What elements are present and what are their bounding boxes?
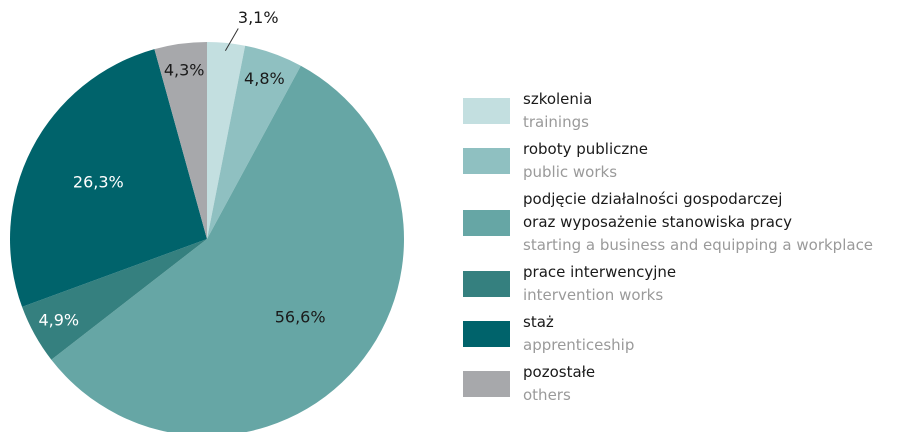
legend-label-en: starting a business and equipping a work… — [523, 236, 874, 254]
legend-text: podjęcie działalności gospodarczej oraz … — [523, 188, 873, 257]
pie-slice — [154, 42, 207, 239]
legend-swatch — [463, 209, 510, 236]
pie-area: 3,1% 4,8% 56,6% 4,9% 26,3% 4,3% — [10, 8, 404, 432]
legend-swatch — [463, 321, 510, 347]
legend-label-en: apprenticeship — [523, 336, 635, 354]
data-label: 4,8% — [244, 69, 285, 88]
legend-label: roboty publiczne — [523, 140, 648, 158]
legend-text: roboty publiczne public works — [523, 138, 648, 184]
legend-text: szkolenia trainings — [523, 88, 592, 134]
legend-label: szkolenia — [523, 90, 593, 108]
legend-item: roboty publiczne public works — [463, 138, 873, 184]
legend-swatch — [463, 371, 510, 397]
legend-label-en: others — [523, 386, 571, 404]
data-label: 4,9% — [38, 311, 79, 330]
legend-item: podjęcie działalności gospodarczej oraz … — [463, 188, 873, 257]
legend-swatch — [463, 271, 510, 297]
legend-label-en: intervention works — [523, 286, 664, 304]
legend-label: podjęcie działalności gospodarczej oraz … — [523, 190, 793, 231]
legend-item: prace interwencyjne intervention works — [463, 261, 873, 307]
data-label: 26,3% — [73, 173, 124, 192]
data-label: 3,1% — [238, 8, 279, 27]
legend-label-en: trainings — [523, 113, 589, 131]
legend-swatch — [463, 98, 510, 124]
legend-text: prace interwencyjne intervention works — [523, 261, 676, 307]
legend: szkolenia trainings roboty publiczne public… — [463, 88, 873, 407]
data-label: 4,3% — [164, 61, 205, 80]
pie-slice — [10, 49, 208, 307]
legend-text: pozostałe others — [523, 361, 595, 407]
pie-slice — [51, 65, 404, 432]
legend-label-en: public works — [523, 163, 618, 181]
legend-label: staż — [523, 313, 554, 331]
legend-label: prace interwencyjne — [523, 263, 677, 281]
leader-line — [224, 28, 239, 52]
legend-text: staż apprenticeship — [523, 311, 634, 357]
pie-slice — [207, 45, 301, 240]
pie-slice — [207, 42, 246, 239]
legend-item: pozostałe others — [463, 361, 873, 407]
data-label: 56,6% — [275, 308, 326, 327]
legend-item: szkolenia trainings — [463, 88, 873, 134]
legend-swatch — [463, 148, 510, 174]
legend-item: staż apprenticeship — [463, 311, 873, 357]
pie-slice — [22, 239, 208, 360]
legend-label: pozostałe — [523, 363, 596, 381]
